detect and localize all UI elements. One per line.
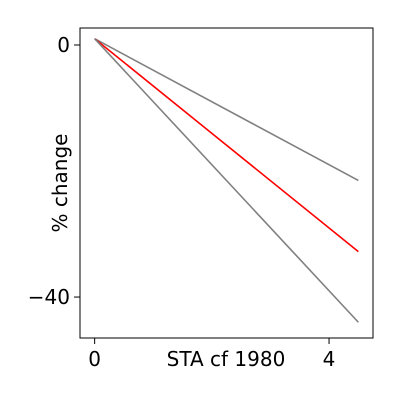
series-line-3	[94, 38, 359, 323]
y-axis-label: % change	[48, 134, 72, 233]
plot-frame	[79, 27, 374, 339]
y-tick-label: −40	[28, 285, 70, 309]
y-tick-label: 0	[57, 33, 70, 57]
x-tick-label: 4	[323, 347, 336, 371]
x-axis-label: STA cf 1980	[167, 347, 286, 371]
series-line-2	[94, 38, 359, 253]
tick-layer: 0 4 0 −40	[28, 33, 336, 371]
x-tick-label: 0	[88, 347, 101, 371]
series-line-1	[94, 38, 359, 182]
series-layer	[94, 38, 359, 323]
